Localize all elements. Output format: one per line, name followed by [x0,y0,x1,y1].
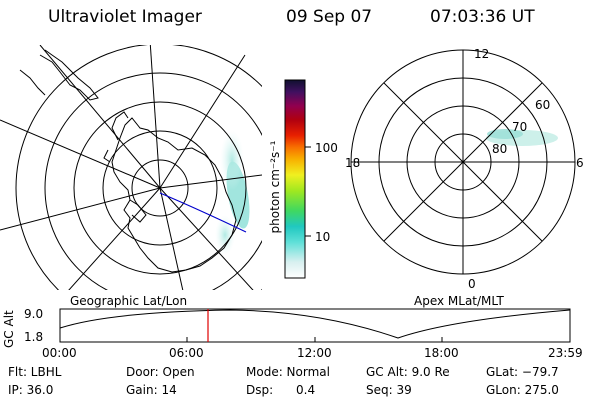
geographic-label: Geographic Lat/Lon [70,294,188,308]
info-flt: Flt: LBHL [8,365,62,379]
colorbar-tick-10: 10 [315,230,331,244]
info-gc-alt: GC Alt: 9.0 Re [366,365,450,379]
polar-plot [350,49,576,275]
alt-x-tick-1: 06:00 [169,346,204,360]
altitude-plot [59,308,571,343]
time-label: 07:03:36 UT [430,7,535,27]
alt-x-tick-2: 12:00 [297,346,332,360]
geographic-map [0,45,262,290]
info-gain: Gain: 14 [126,383,177,397]
info-seq: Seq: 39 [366,383,412,397]
colorbar-tick-100: 100 [315,141,338,155]
mlt-label-18: 18 [345,156,361,170]
mlt-label-6: 6 [576,156,584,170]
info-glon: GLon: 275.0 [486,383,559,397]
info-mode: Mode: Normal [246,365,330,379]
info-dsp: Dsp: 0.4 [246,383,316,397]
mlt-label-12: 12 [474,47,490,61]
mlt-label-0: 0 [468,277,476,291]
alt-y-bottom: 1.8 [24,330,44,344]
lat-label-70: 70 [512,120,528,134]
alt-x-tick-4: 23:59 [548,346,583,360]
app-title: Ultraviolet Imager [48,7,202,27]
alt-x-tick-0: 00:00 [42,346,77,360]
apex-label: Apex MLat/MLT [414,294,504,308]
info-glat: GLat: −79.7 [486,365,559,379]
colorbar [284,79,311,279]
info-ip: IP: 36.0 [8,383,54,397]
date-label: 09 Sep 07 [286,7,373,27]
lat-label-80: 80 [492,142,508,156]
alt-ylabel: GC Alt [2,310,16,348]
alt-x-tick-3: 18:00 [424,346,459,360]
info-door: Door: Open [126,365,195,379]
lat-label-60: 60 [535,98,551,112]
colorbar-unit-label: photon cm⁻²s⁻¹ [268,140,282,234]
alt-y-top: 9.0 [24,307,44,321]
